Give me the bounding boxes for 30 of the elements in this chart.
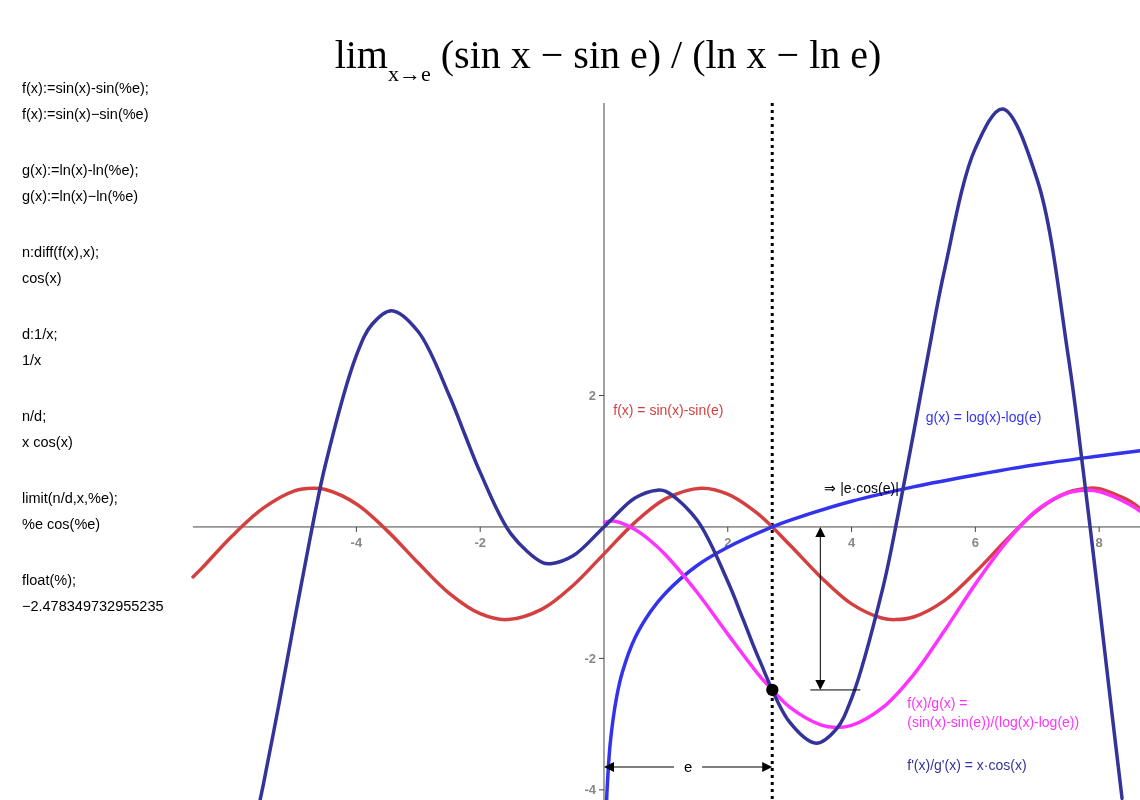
text: x cos(x) bbox=[22, 434, 73, 450]
text: limit(n/d,x,%e); bbox=[22, 490, 118, 506]
text: float(%); bbox=[22, 572, 76, 588]
text: %e cos(%e) bbox=[22, 516, 101, 532]
text: cos(x) bbox=[22, 270, 62, 286]
x-tick-label: 4 bbox=[847, 534, 856, 550]
text: f'(x)/g'(x) = x·cos(x) bbox=[907, 757, 1027, 774]
y-tick-label: 2 bbox=[588, 388, 596, 404]
text: g(x):=ln(x)−ln(%e) bbox=[22, 188, 139, 204]
x-tick-label: 6 bbox=[971, 534, 979, 550]
text: f(x) = sin(x)-sin(e) bbox=[613, 402, 724, 419]
text: f(x):=sin(x)−sin(%e) bbox=[22, 106, 149, 122]
annotation: e bbox=[683, 758, 693, 776]
line-series bbox=[258, 107, 1124, 800]
annotation: ⇒ |e·cos(e)| bbox=[824, 479, 899, 496]
text: g(x) = log(x)-log(e) bbox=[925, 408, 1042, 425]
text: d:1/x; bbox=[22, 326, 58, 342]
x-tick-label: 8 bbox=[1095, 534, 1103, 550]
text: n:diff(f(x),x); bbox=[22, 244, 100, 260]
text: g(x):=ln(x)-ln(%e); bbox=[22, 162, 139, 178]
text: f(x):=sin(x)-sin(%e); bbox=[22, 80, 149, 96]
x-tick-label: -4 bbox=[350, 534, 363, 550]
chart-title: lim$_{x→e}$ (sin x − sin e) / (ln x − ln e) bbox=[334, 32, 882, 86]
text: 1/x bbox=[22, 352, 43, 368]
x-tick-label: -2 bbox=[474, 534, 486, 550]
y-tick-label: -4 bbox=[584, 782, 597, 798]
text: n/d; bbox=[22, 408, 47, 424]
y-tick-label: -2 bbox=[584, 650, 596, 666]
series-label: f(x)/g(x) = (sin(x)-sin(e))/(log(x)-log(e)) bbox=[907, 694, 1080, 730]
text: −2.478349732955235 bbox=[22, 598, 164, 614]
